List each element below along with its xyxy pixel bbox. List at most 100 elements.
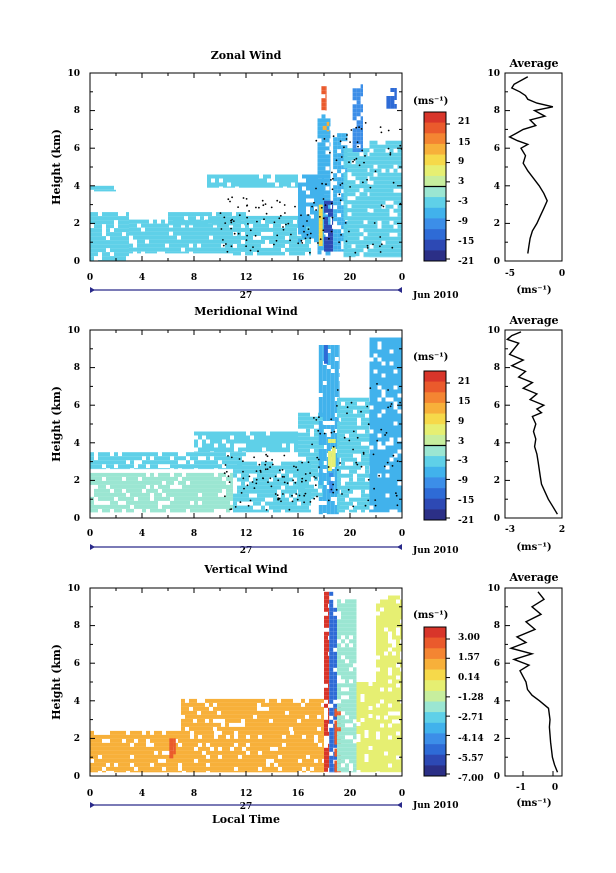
heatmap-cell	[278, 435, 282, 440]
heatmap-cell	[345, 429, 349, 434]
heatmap-cell	[265, 227, 269, 232]
heatmap-cell	[397, 489, 402, 494]
heatmap-cell	[343, 148, 348, 153]
heatmap-cell	[197, 239, 201, 244]
heatmap-cell	[328, 695, 330, 700]
heatmap-cell	[389, 429, 394, 434]
heatmap-cell	[360, 750, 365, 754]
heatmap-cell	[321, 194, 326, 199]
heatmap-cell	[282, 738, 286, 743]
heatmap-cell	[257, 489, 261, 494]
heatmap-cell	[365, 433, 369, 438]
heatmap-cell	[286, 431, 290, 436]
heatmap-cell	[237, 215, 241, 220]
heatmap-cell	[286, 443, 290, 448]
heatmap-cell	[353, 655, 357, 660]
heatmap-cell	[318, 365, 323, 369]
heatmap-cell	[293, 223, 297, 228]
contour-dot	[315, 187, 317, 190]
colorbar-segment	[424, 186, 446, 198]
heatmap-cell	[162, 754, 166, 759]
heatmap-cell	[345, 401, 349, 406]
heatmap-cell	[207, 178, 211, 183]
heatmap-cell	[177, 231, 181, 236]
heatmap-cell	[277, 501, 281, 506]
heatmap-cell	[215, 174, 219, 179]
heatmap-cell	[385, 164, 390, 169]
heatmap-cell	[253, 501, 257, 506]
heatmap-cell	[257, 243, 261, 248]
heatmap-cell	[302, 206, 306, 211]
heatmap-cell	[338, 353, 340, 357]
heatmap-cell	[301, 505, 305, 510]
heatmap-cell	[373, 152, 378, 157]
contour-dot	[348, 230, 350, 233]
heatmap-cell	[338, 728, 341, 733]
heatmap-cell	[385, 469, 390, 474]
heatmap-cell	[219, 174, 223, 179]
heatmap-cell	[277, 219, 281, 224]
heatmap-cell	[145, 231, 149, 236]
heatmap-cell	[250, 439, 254, 444]
heatmap-cell	[245, 223, 249, 228]
heatmap-cell	[345, 445, 349, 450]
heatmap-cell	[234, 460, 238, 465]
heatmap-cell	[333, 137, 338, 142]
heatmap-cell	[229, 698, 233, 703]
heatmap-cell	[145, 227, 149, 232]
heatmap-cell	[318, 389, 323, 393]
heatmap-cell	[369, 493, 370, 498]
heatmap-cell	[279, 186, 283, 188]
heatmap-cell	[369, 449, 374, 454]
heatmap-cell	[322, 746, 324, 751]
heatmap-cell	[337, 141, 342, 146]
heatmap-cell	[337, 217, 342, 222]
heatmap-cell	[385, 357, 390, 362]
heatmap-cell	[330, 389, 335, 393]
heatmap-cell	[298, 412, 302, 417]
heatmap-cell	[202, 439, 206, 444]
heatmap-cell	[289, 469, 293, 474]
heatmap-cell	[257, 469, 261, 474]
heatmap-cell	[222, 762, 226, 767]
contour-dot	[304, 237, 307, 240]
heatmap-cell	[326, 417, 331, 421]
heatmap-cell	[258, 431, 262, 436]
heatmap-cell	[226, 758, 230, 763]
heatmap-cell	[327, 463, 332, 467]
heatmap-cell	[357, 461, 361, 466]
heatmap-cell	[302, 468, 306, 473]
heatmap-cell	[208, 216, 212, 221]
heatmap-cell	[263, 186, 267, 188]
heatmap-cell	[328, 232, 332, 237]
contour-dot	[325, 183, 327, 186]
heatmap-cell	[197, 714, 201, 719]
heatmap-cell	[197, 718, 201, 723]
heatmap-cell	[333, 193, 338, 198]
meridional-wind-colorbar-tick-label: 9	[458, 417, 464, 427]
heatmap-cell	[360, 140, 363, 145]
heatmap-cell	[317, 142, 322, 147]
heatmap-cell	[397, 453, 402, 458]
contour-dot	[395, 492, 397, 494]
heatmap-cell	[245, 477, 249, 482]
heatmap-cell	[369, 437, 374, 442]
heatmap-cell	[310, 222, 314, 227]
heatmap-cell	[218, 472, 222, 477]
heatmap-cell	[314, 230, 318, 235]
heatmap-cell	[118, 232, 122, 237]
heatmap-cell	[237, 485, 241, 490]
heatmap-cell	[341, 137, 346, 142]
heatmap-cell	[397, 477, 402, 482]
heatmap-cell	[154, 734, 158, 739]
meridional-average-y-tick-label: 0	[494, 514, 500, 524]
heatmap-cell	[182, 468, 186, 470]
heatmap-cell	[241, 215, 245, 220]
heatmap-cell	[328, 743, 330, 748]
heatmap-cell	[331, 447, 336, 451]
heatmap-cell	[389, 240, 394, 245]
heatmap-cell	[237, 493, 241, 498]
heatmap-cell	[361, 445, 365, 450]
heatmap-cell	[337, 185, 342, 190]
heatmap-cell	[377, 216, 382, 221]
